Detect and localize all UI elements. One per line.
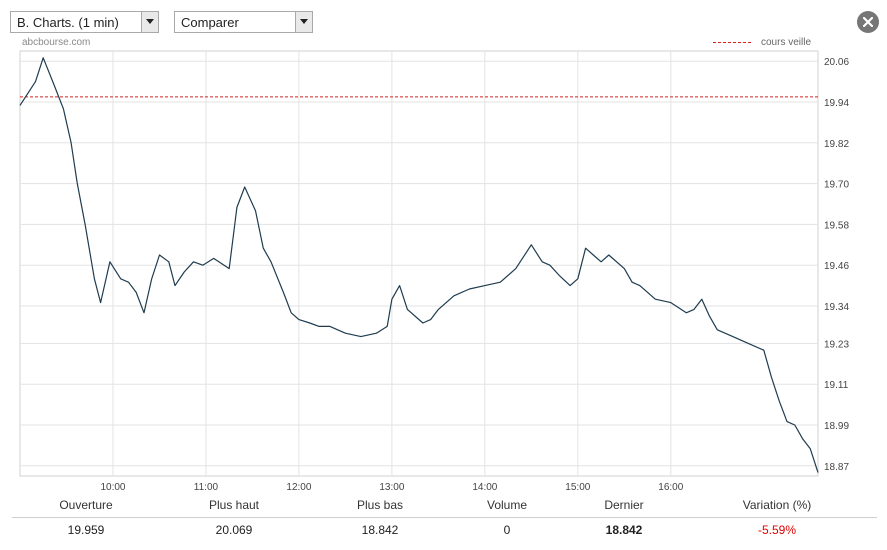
stat-value-last: 18.842 <box>605 523 643 537</box>
compare-select-value: Comparer <box>181 15 239 30</box>
stat-header-variation: Variation (%) <box>742 498 812 512</box>
y-tick-label: 19.82 <box>824 139 849 150</box>
stat-value-volume: 0 <box>503 523 511 537</box>
plot-area-frame <box>19 50 819 477</box>
chart-legend: cours veille <box>713 37 811 48</box>
stat-header-volume: Volume <box>486 498 528 512</box>
y-tick-label: 19.70 <box>824 180 849 191</box>
legend-label: cours veille <box>761 37 812 48</box>
price-chart: 10:00 11:00 12:00 13:00 14:00 15:00 16:00 20.0… <box>19 50 849 493</box>
stat-header-high: Plus haut <box>208 498 260 512</box>
chevron-down-icon <box>300 19 308 24</box>
stats-divider <box>12 517 877 518</box>
stat-value-open: 19.959 <box>67 523 105 537</box>
chart-type-select[interactable]: B. Charts. (1 min) <box>10 11 159 33</box>
x-axis-labels: 10:00 11:00 12:00 13:00 14:00 15:00 16:00 <box>100 482 683 493</box>
y-tick-label: 19.34 <box>824 302 849 313</box>
price-series <box>19 57 819 473</box>
x-tick-label: 16:00 <box>658 482 683 493</box>
x-tick-label: 10:00 <box>100 482 125 493</box>
y-tick-label: 19.94 <box>824 98 849 109</box>
y-tick-label: 19.58 <box>824 220 849 231</box>
stat-value-high: 20.069 <box>215 523 253 537</box>
close-button[interactable] <box>857 11 879 33</box>
y-axis-labels: 20.06 19.94 19.82 19.70 19.58 19.46 19.34 19.23… <box>824 57 849 473</box>
stat-header-open: Ouverture <box>59 498 113 512</box>
price-line <box>19 57 819 473</box>
x-tick-label: 14:00 <box>472 482 497 493</box>
y-tick-label: 19.11 <box>824 380 849 391</box>
x-tick-label: 12:00 <box>286 482 311 493</box>
compare-select[interactable]: Comparer <box>174 11 313 33</box>
stat-header-last: Dernier <box>604 498 644 512</box>
stat-value-low: 18.842 <box>361 523 399 537</box>
x-tick-label: 11:00 <box>194 482 219 493</box>
chart-source-label: abcbourse.com <box>22 37 91 48</box>
chevron-down-icon <box>146 19 154 24</box>
chart-grid <box>20 51 818 476</box>
x-tick-label: 13:00 <box>379 482 404 493</box>
y-tick-label: 20.06 <box>824 57 849 68</box>
x-tick-label: 15:00 <box>565 482 590 493</box>
stat-header-low: Plus bas <box>356 498 404 512</box>
y-tick-label: 18.87 <box>824 462 849 473</box>
y-tick-label: 19.46 <box>824 261 849 272</box>
y-tick-label: 19.23 <box>824 339 849 350</box>
stat-value-variation: -5.59% <box>757 523 797 537</box>
chart-type-select-value: B. Charts. (1 min) <box>17 15 119 30</box>
y-tick-label: 18.99 <box>824 421 849 432</box>
close-icon <box>863 17 873 27</box>
compare-dropdown-button[interactable] <box>295 12 312 32</box>
legend-dashed-line-swatch <box>713 41 751 43</box>
chart-type-dropdown-button[interactable] <box>141 12 158 32</box>
